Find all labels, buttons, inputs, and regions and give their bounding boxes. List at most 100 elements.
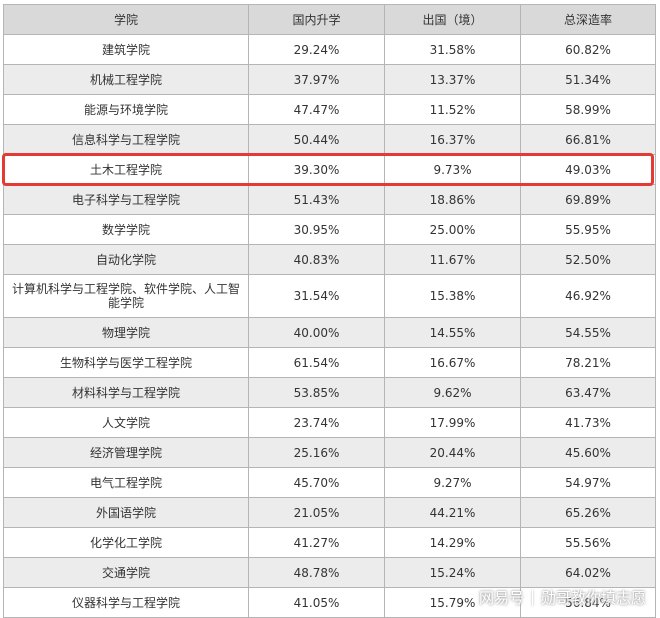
college-name-cell: 生物科学与医学工程学院	[3, 347, 249, 378]
rate-cell: 16.37%	[384, 124, 521, 155]
rate-cell: 54.97%	[520, 467, 656, 498]
rate-cell: 49.03%	[520, 154, 656, 185]
rate-cell: 69.89%	[520, 184, 656, 215]
college-name-cell: 电子科学与工程学院	[3, 184, 249, 215]
rate-cell: 51.34%	[520, 64, 656, 95]
table-row: 建筑学院 29.24% 31.58% 60.82%	[3, 34, 656, 65]
rate-cell: 55.95%	[520, 214, 656, 245]
rate-cell: 30.95%	[248, 214, 385, 245]
college-name-cell: 数学学院	[3, 214, 249, 245]
table-row: 数学学院 30.95% 25.00% 55.95%	[3, 214, 656, 245]
rate-cell: 18.86%	[384, 184, 521, 215]
table-row: 经济管理学院 25.16% 20.44% 45.60%	[3, 437, 656, 468]
college-name-cell: 机械工程学院	[3, 64, 249, 95]
table-row: 人文学院 23.74% 17.99% 41.73%	[3, 407, 656, 438]
rate-cell: 52.50%	[520, 244, 656, 275]
table-row: 生物科学与医学工程学院 61.54% 16.67% 78.21%	[3, 347, 656, 378]
rate-cell: 31.58%	[384, 34, 521, 65]
rate-cell: 20.44%	[384, 437, 521, 468]
college-name-cell: 计算机科学与工程学院、软件学院、人工智能学院	[3, 274, 249, 318]
college-name-cell: 经济管理学院	[3, 437, 249, 468]
rate-cell: 16.67%	[384, 347, 521, 378]
table-row: 电子科学与工程学院 51.43% 18.86% 69.89%	[3, 184, 656, 215]
rate-cell: 15.24%	[384, 557, 521, 588]
rate-cell: 58.99%	[520, 94, 656, 125]
rate-cell: 48.78%	[248, 557, 385, 588]
rate-cell: 41.73%	[520, 407, 656, 438]
rate-cell: 23.74%	[248, 407, 385, 438]
college-name-cell: 仪器科学与工程学院	[3, 587, 249, 618]
rate-cell: 44.21%	[384, 497, 521, 528]
watermark-divider	[531, 589, 533, 606]
rate-cell: 9.62%	[384, 377, 521, 408]
college-name-cell: 电气工程学院	[3, 467, 249, 498]
college-name-cell: 建筑学院	[3, 34, 249, 65]
rate-cell: 29.24%	[248, 34, 385, 65]
rate-cell: 13.37%	[384, 64, 521, 95]
table-row: 自动化学院 40.83% 11.67% 52.50%	[3, 244, 656, 275]
college-name-cell: 人文学院	[3, 407, 249, 438]
rate-cell: 56.84%	[520, 587, 656, 618]
rate-cell: 45.70%	[248, 467, 385, 498]
employment-stats-table: 学院 国内升学 出国（境） 总深造率 建筑学院 29.24% 31.58% 60.82…	[3, 4, 656, 618]
rate-cell: 41.05%	[248, 587, 385, 618]
rate-cell: 61.54%	[248, 347, 385, 378]
rate-cell: 17.99%	[384, 407, 521, 438]
header-cell: 总深造率	[520, 4, 656, 35]
table-body: 建筑学院 29.24% 31.58% 60.82% 机械工程学院 37.97% 13.37%…	[3, 34, 656, 618]
college-name-cell: 外国语学院	[3, 497, 249, 528]
rate-cell: 11.67%	[384, 244, 521, 275]
table-row: 机械工程学院 37.97% 13.37% 51.34%	[3, 64, 656, 95]
header-cell: 学院	[3, 4, 249, 35]
rate-cell: 9.27%	[384, 467, 521, 498]
college-name-cell: 能源与环境学院	[3, 94, 249, 125]
header-cell: 出国（境）	[384, 4, 521, 35]
rate-cell: 14.29%	[384, 527, 521, 558]
college-name-cell: 土木工程学院	[3, 154, 249, 185]
rate-cell: 46.92%	[520, 274, 656, 318]
table-row: 交通学院 48.78% 15.24% 64.02%	[3, 557, 656, 588]
rate-cell: 25.00%	[384, 214, 521, 245]
rate-cell: 41.27%	[248, 527, 385, 558]
rate-cell: 14.55%	[384, 317, 521, 348]
table-row: 物理学院 40.00% 14.55% 54.55%	[3, 317, 656, 348]
rate-cell: 40.83%	[248, 244, 385, 275]
watermark: 网易号 勋哥教你填志愿	[479, 587, 646, 608]
college-name-cell: 交通学院	[3, 557, 249, 588]
rate-cell: 60.82%	[520, 34, 656, 65]
rate-cell: 78.21%	[520, 347, 656, 378]
rate-cell: 15.38%	[384, 274, 521, 318]
rate-cell: 37.97%	[248, 64, 385, 95]
college-name-cell: 自动化学院	[3, 244, 249, 275]
table-row: 材料科学与工程学院 53.85% 9.62% 63.47%	[3, 377, 656, 408]
rate-cell: 66.81%	[520, 124, 656, 155]
rate-cell: 25.16%	[248, 437, 385, 468]
college-name-cell: 化学化工学院	[3, 527, 249, 558]
header-cell: 国内升学	[248, 4, 385, 35]
rate-cell: 55.56%	[520, 527, 656, 558]
rate-cell: 11.52%	[384, 94, 521, 125]
table-row: 计算机科学与工程学院、软件学院、人工智能学院 31.54% 15.38% 46.92%	[3, 274, 656, 318]
college-name-cell: 材料科学与工程学院	[3, 377, 249, 408]
rate-cell: 40.00%	[248, 317, 385, 348]
watermark-author: 勋哥教你填志愿	[540, 589, 646, 607]
rate-cell: 50.44%	[248, 124, 385, 155]
table-row: 化学化工学院 41.27% 14.29% 55.56%	[3, 527, 656, 558]
header-row: 学院 国内升学 出国（境） 总深造率	[3, 4, 656, 35]
table-row: 信息科学与工程学院 50.44% 16.37% 66.81%	[3, 124, 656, 155]
rate-cell: 63.47%	[520, 377, 656, 408]
table-row: 土木工程学院 39.30% 9.73% 49.03%	[3, 154, 656, 185]
rate-cell: 64.02%	[520, 557, 656, 588]
college-name-cell: 物理学院	[3, 317, 249, 348]
table-row: 电气工程学院 45.70% 9.27% 54.97%	[3, 467, 656, 498]
table-row: 仪器科学与工程学院 41.05% 15.79% 56.84%	[3, 587, 656, 618]
table-row: 外国语学院 21.05% 44.21% 65.26%	[3, 497, 656, 528]
rate-cell: 51.43%	[248, 184, 385, 215]
college-name-cell: 信息科学与工程学院	[3, 124, 249, 155]
rate-cell: 54.55%	[520, 317, 656, 348]
rate-cell: 21.05%	[248, 497, 385, 528]
rate-cell: 45.60%	[520, 437, 656, 468]
watermark-source: 网易号	[478, 589, 524, 607]
rate-cell: 65.26%	[520, 497, 656, 528]
rate-cell: 31.54%	[248, 274, 385, 318]
